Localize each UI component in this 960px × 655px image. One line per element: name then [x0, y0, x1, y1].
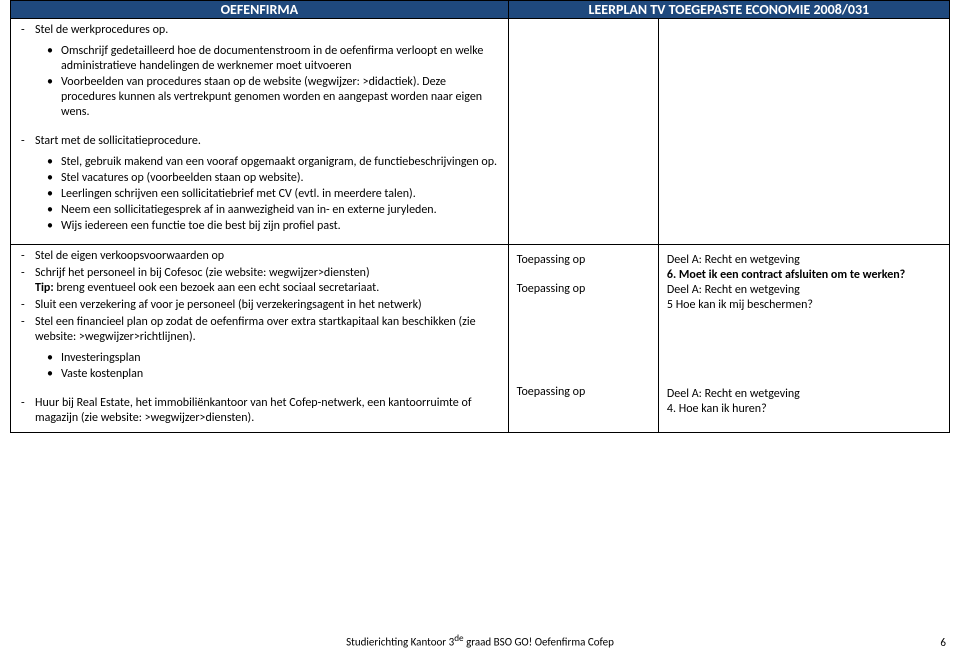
row1-right	[658, 19, 949, 245]
header-right: LEERPLAN TV TOEGEPASTE ECONOMIE 2008/031	[508, 1, 949, 19]
dash-item: Start met de sollicitatieprocedure.	[19, 134, 500, 149]
right-block-bold: 6. Moet ik een contract afsluiten om te …	[667, 268, 941, 283]
footer-text-pre: Studierichting Kantoor 3	[346, 636, 454, 649]
bullet-item: Wijs iedereen een functie toe die best b…	[47, 219, 500, 234]
dash-item: Sluit een verzekering af voor je persone…	[19, 298, 500, 313]
main-table: OEFENFIRMA LEERPLAN TV TOEGEPASTE ECONOM…	[10, 0, 950, 433]
row2-left-content: Stel de eigen verkoopsvoorwaarden op Sch…	[11, 245, 508, 432]
bullet-item: Stel, gebruik makend van een vooraf opge…	[47, 155, 500, 170]
right-block-line: 5 Hoe kan ik mij beschermen?	[667, 298, 941, 313]
bullet-item: Investeringsplan	[47, 351, 500, 366]
dash-item: Stel de eigen verkoopsvoorwaarden op	[19, 249, 500, 264]
footer-center: Studierichting Kantoor 3de graad BSO GO!…	[0, 633, 960, 649]
page-number: 6	[940, 636, 946, 649]
right-block-title: Deel A: Recht en wetgeving	[667, 283, 941, 298]
dash-item: Stel de werkprocedures op.	[19, 23, 500, 38]
header-left: OEFENFIRMA	[11, 1, 509, 19]
row2-right-content: Deel A: Recht en wetgeving 6. Moet ik ee…	[659, 245, 949, 421]
row1-mid	[508, 19, 658, 245]
bullet-item: Neem een sollicitatiegesprek af in aanwe…	[47, 203, 500, 218]
footer: Studierichting Kantoor 3de graad BSO GO!…	[0, 633, 960, 649]
right-block-title: Deel A: Recht en wetgeving	[667, 253, 941, 268]
tip-bold: Tip:	[35, 281, 54, 295]
bullet-item: Leerlingen schrijven een sollicitatiebri…	[47, 187, 500, 202]
dash-item: Schrijf het personeel in bij Cofesoc (zi…	[19, 266, 500, 296]
mid-label: Toepassing op	[517, 253, 650, 268]
bullet-item: Vaste kostenplan	[47, 367, 500, 382]
mid-label: Toepassing op	[517, 282, 650, 297]
right-block-line: 4. Hoe kan ik huren?	[667, 402, 941, 417]
right-block-title: Deel A: Recht en wetgeving	[667, 387, 941, 402]
dash-item: Huur bij Real Estate, het immobiliënkant…	[19, 396, 500, 426]
bullet-item: Omschrijf gedetailleerd hoe de documente…	[47, 44, 500, 74]
bullet-item: Stel vacatures op (voorbeelden staan op …	[47, 171, 500, 186]
footer-sup: de	[454, 633, 463, 644]
bullet-item: Voorbeelden van procedures staan op de w…	[47, 75, 500, 120]
row2-mid-content: Toepassing op Toepassing op Toepassing o…	[509, 245, 658, 404]
tip-rest: breng eventueel ook een bezoek aan een e…	[54, 281, 380, 295]
dash-text: Schrijf het personeel in bij Cofesoc (zi…	[35, 266, 370, 280]
dash-item: Stel een financieel plan op zodat de oef…	[19, 315, 500, 345]
mid-label: Toepassing op	[517, 385, 650, 400]
row1-left-content: Stel de werkprocedures op. Omschrijf ged…	[11, 19, 508, 244]
footer-text-post: graad BSO GO! Oefenfirma Cofep	[464, 636, 614, 649]
